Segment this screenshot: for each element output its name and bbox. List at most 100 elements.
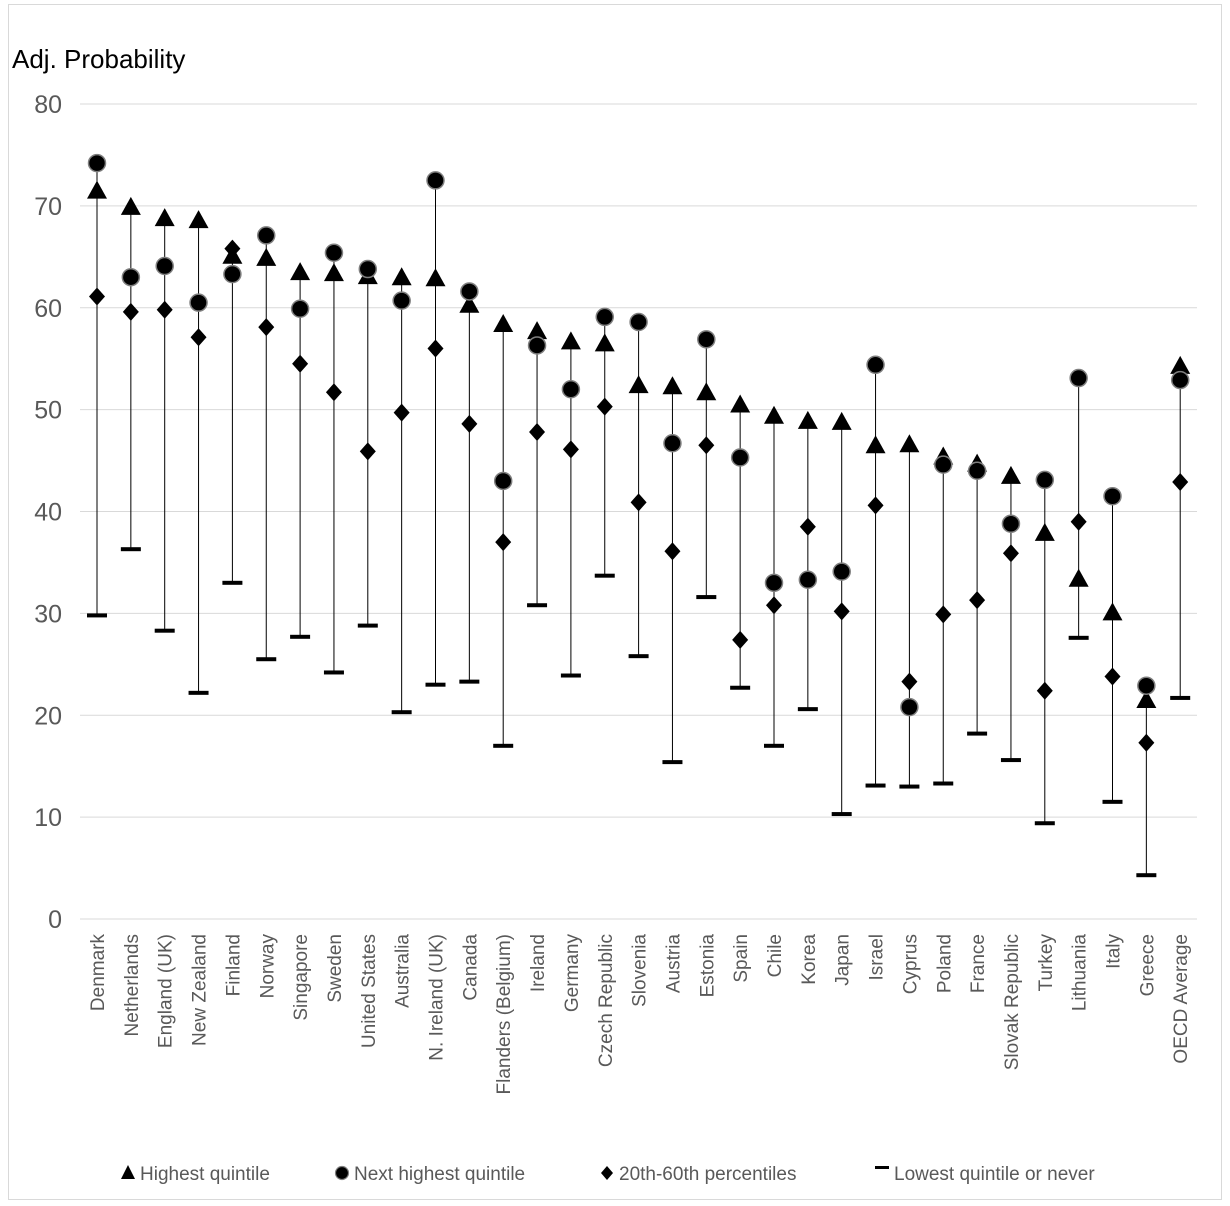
marker-triangle <box>764 405 784 424</box>
x-tick-label: Austria <box>663 934 684 994</box>
marker-circle <box>527 336 547 355</box>
marker-dash <box>154 628 175 633</box>
y-tick-label: 10 <box>34 804 62 832</box>
marker-dash <box>1136 873 1157 878</box>
x-tick-label: Estonia <box>697 934 718 998</box>
marker-triangle <box>391 267 412 286</box>
marker-circle <box>155 256 174 276</box>
x-tick-label: United States <box>359 934 380 1048</box>
x-tick-label: Denmark <box>88 934 109 1012</box>
marker-diamond <box>935 605 952 624</box>
marker-dash <box>1034 821 1055 826</box>
marker-diamond <box>495 533 512 552</box>
x-tick-label: OECD Average <box>1171 934 1192 1064</box>
marker-triangle <box>662 376 683 395</box>
marker-diamond <box>1002 544 1019 563</box>
marker-circle <box>730 448 750 467</box>
y-tick-label: 0 <box>48 906 62 934</box>
marker-diamond <box>190 328 207 347</box>
marker-triangle <box>1136 689 1157 708</box>
marker-circle <box>223 264 242 284</box>
x-tick-label: Poland <box>934 934 955 993</box>
marker-dash <box>933 781 954 786</box>
legend-marker-triangle <box>121 1165 135 1179</box>
marker-circle <box>257 226 276 245</box>
x-tick-label: Ireland <box>528 934 549 992</box>
marker-diamond <box>562 440 579 459</box>
marker-circle <box>1170 370 1190 390</box>
legend-label: 20th-60th percentiles <box>619 1164 796 1185</box>
marker-dash <box>764 743 784 748</box>
marker-dash <box>831 812 852 817</box>
marker-circle <box>392 291 411 310</box>
marker-dash <box>1170 695 1191 700</box>
y-tick-label: 30 <box>34 600 62 628</box>
marker-circle <box>460 282 479 301</box>
marker-diamond <box>969 591 986 610</box>
legend-marker-circle <box>334 1165 350 1181</box>
marker-dash <box>290 634 311 639</box>
marker-triangle <box>290 262 311 281</box>
x-tick-label: Chile <box>765 934 786 977</box>
marker-circle <box>189 293 208 312</box>
marker-diamond <box>630 493 647 512</box>
marker-circle <box>900 697 919 717</box>
marker-dash <box>1102 799 1123 804</box>
y-tick-labels: 0 10 20 30 40 50 60 70 80 <box>34 91 62 934</box>
x-tick-label: Germany <box>562 934 583 1013</box>
marker-circle <box>595 307 614 327</box>
marker-circle <box>290 299 310 319</box>
legend-label: Highest quintile <box>140 1164 270 1185</box>
x-tick-label: Italy <box>1104 934 1125 969</box>
marker-circle <box>121 267 141 287</box>
marker-triangle <box>222 245 243 264</box>
marker-diamond <box>393 403 410 422</box>
marker-diamond <box>258 318 275 337</box>
legend: Highest quintile Next highest quintile 20t… <box>121 1164 1095 1185</box>
x-tick-label: France <box>968 934 989 993</box>
marker-dash <box>797 707 818 712</box>
marker-diamond <box>1138 733 1155 752</box>
marker-diamond <box>156 300 173 319</box>
marker-diamond <box>292 354 309 373</box>
x-tick-label: Slovenia <box>630 934 651 1007</box>
x-tick-label: N. Ireland (UK) <box>427 934 448 1061</box>
x-tick-label: Turkey <box>1036 934 1057 992</box>
marker-diamond <box>664 542 681 561</box>
y-tick-label: 20 <box>34 702 62 730</box>
legend-label: Lowest quintile or never <box>894 1164 1095 1185</box>
marker-dash <box>967 731 988 736</box>
marker-dash <box>696 595 717 600</box>
marker-triangle <box>797 410 818 429</box>
marker-triangle <box>899 434 920 453</box>
marker-circle <box>493 471 513 491</box>
marker-dash <box>425 682 446 687</box>
legend-marker-dash <box>875 1166 889 1169</box>
marker-diamond <box>122 302 139 321</box>
marker-dash <box>222 580 243 585</box>
marker-triangle <box>1034 522 1055 541</box>
marker-triangle <box>323 263 344 282</box>
marker-triangle <box>493 314 514 333</box>
marker-circle <box>358 259 378 279</box>
x-tick-label: Czech Republic <box>596 934 617 1067</box>
marker-circle <box>764 573 784 593</box>
chart-frame <box>8 4 1222 1200</box>
x-tick-label: Netherlands <box>122 934 143 1036</box>
marker-dash <box>662 760 683 765</box>
marker-dash <box>120 547 141 552</box>
y-tick-label: 50 <box>34 397 62 425</box>
marker-diamond <box>1104 667 1121 686</box>
marker-circle <box>324 243 344 262</box>
marker-diamond <box>901 672 918 691</box>
x-tick-label: Lithuania <box>1070 934 1091 1012</box>
x-tick-label: Sweden <box>325 934 346 1003</box>
marker-dash <box>256 657 277 662</box>
marker-dash <box>391 710 412 715</box>
marker-triangle <box>256 247 277 266</box>
marker-triangle <box>594 333 615 352</box>
marker-triangle <box>154 208 175 227</box>
marker-triangle <box>1102 602 1123 621</box>
marker-circle <box>561 380 581 399</box>
